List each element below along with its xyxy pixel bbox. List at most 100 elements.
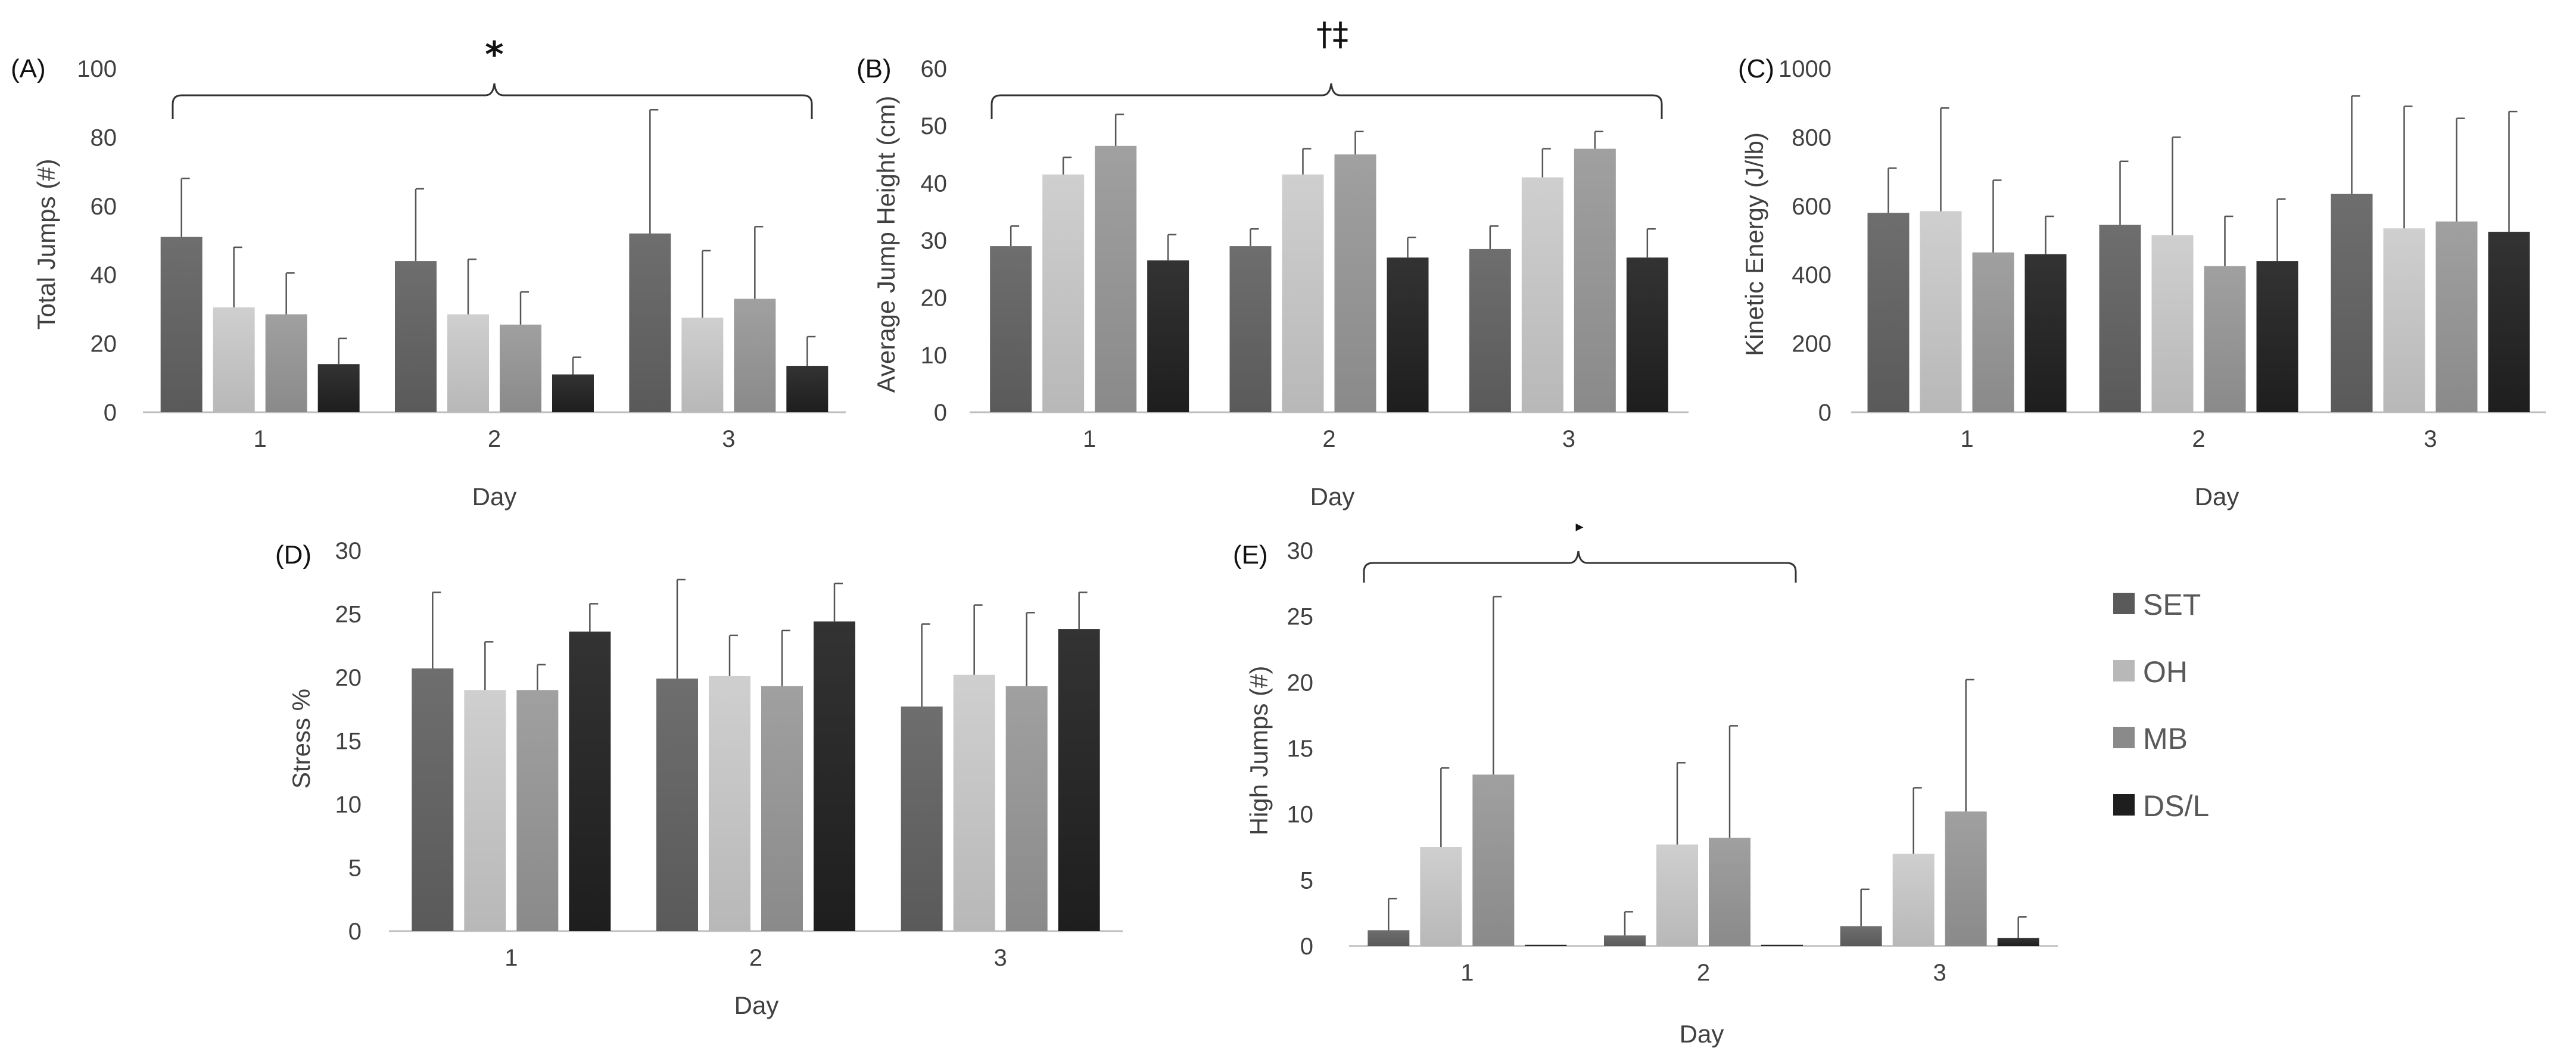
bar-set-day-3	[1840, 926, 1882, 946]
panel-label: (A)	[11, 54, 46, 83]
y-tick-label: 0	[1300, 933, 1313, 960]
bar-mb-day-2	[761, 686, 803, 931]
y-tick-label: 15	[335, 729, 362, 755]
bar-dsl-day-1	[569, 631, 611, 931]
bar-dsl-day-2	[814, 621, 855, 931]
legend-swatch	[2113, 660, 2135, 682]
bar-oh-day-2	[1656, 844, 1698, 946]
bar-dsl-day-3	[1997, 938, 2039, 946]
legend-item-mb: MB	[2113, 722, 2188, 755]
y-tick-label: 15	[1287, 736, 1314, 762]
bar-set-day-1	[412, 668, 454, 931]
y-tick-label: 10	[921, 343, 948, 369]
significance-annotation: *	[485, 34, 503, 76]
x-tick-label: 2	[749, 945, 762, 971]
x-tick-label: 3	[722, 426, 735, 452]
x-tick-label: 2	[2192, 426, 2205, 452]
bar-set-day-3	[1469, 248, 1511, 412]
bar-oh-day-1	[1420, 847, 1462, 946]
legend-item-dsl: DS/L	[2113, 789, 2209, 823]
panel-b-average-jump-height: (B) Average Jump Height (cm) Day †‡ 0 10 2…	[856, 15, 1689, 511]
significance-annotation: ▸	[1575, 518, 1583, 536]
panel-d-stress: (D) Stress % Day 0 5 10 15 20 25 30 1 2 3	[275, 538, 1123, 1019]
y-tick-label: 50	[921, 113, 948, 139]
y-tick-label: 20	[921, 285, 948, 312]
y-tick-label: 10	[1287, 802, 1314, 828]
bar-mb-day-3	[1574, 148, 1616, 412]
y-tick-label: 5	[348, 855, 362, 882]
bar-oh-day-3	[681, 318, 724, 412]
bar-oh-day-1	[213, 307, 255, 412]
y-tick-label: 0	[348, 919, 362, 945]
significance-bracket	[172, 83, 813, 119]
bar-dsl-day-2	[2256, 261, 2298, 412]
bar-mb-day-3	[1005, 686, 1048, 931]
y-tick-label: 5	[1300, 867, 1313, 894]
bar-mb-day-2	[1334, 154, 1376, 412]
bar-set-day-1	[160, 237, 203, 412]
x-tick-label: 1	[1460, 960, 1474, 986]
bar-set-day-1	[990, 246, 1032, 412]
bar-mb-day-3	[734, 298, 776, 412]
y-tick-label: 600	[1792, 194, 1831, 220]
bar-dsl-day-3	[786, 366, 828, 412]
y-tick-label: 800	[1792, 125, 1831, 151]
panel-label: (C)	[1738, 54, 1774, 83]
bar-oh-day-1	[1042, 174, 1085, 412]
panel-label: (E)	[1233, 540, 1268, 570]
panel-c-kinetic-energy: (C) Kinetic Energy (J/lb) Day 0 200 400 600…	[1738, 54, 2546, 511]
x-tick-label: 2	[1322, 426, 1335, 452]
y-tick-label: 80	[91, 125, 117, 151]
bar-set-day-2	[1604, 935, 1646, 946]
bar-oh-day-3	[1521, 177, 1563, 412]
y-tick-label: 25	[335, 602, 362, 628]
legend-swatch	[2113, 593, 2135, 614]
y-tick-label: 30	[1287, 538, 1314, 564]
bar-mb-day-1	[1095, 145, 1137, 412]
y-tick-label: 400	[1792, 262, 1831, 288]
bar-dsl-day-3	[1626, 257, 1668, 412]
bar-oh-day-2	[709, 676, 750, 931]
y-tick-label: 0	[104, 400, 117, 426]
y-tick-label: 30	[335, 538, 362, 564]
bar-dsl-day-2	[1761, 944, 1803, 946]
legend-swatch	[2113, 794, 2135, 816]
bar-mb-day-1	[1472, 774, 1515, 946]
legend-item-set: SET	[2113, 588, 2201, 621]
y-tick-label: 20	[335, 665, 362, 691]
bar-set-day-2	[656, 679, 698, 931]
y-tick-label: 200	[1792, 331, 1831, 357]
legend-label: OH	[2143, 655, 2188, 689]
bar-oh-day-3	[953, 674, 995, 931]
x-axis-title: Day	[1680, 1020, 1724, 1048]
x-tick-label: 1	[1960, 426, 1973, 452]
bar-set-day-2	[395, 261, 437, 412]
y-tick-label: 0	[934, 400, 947, 426]
significance-annotation: †‡	[1316, 15, 1348, 53]
bar-oh-day-3	[1892, 854, 1935, 946]
bar-mb-day-3	[1945, 811, 1987, 946]
bar-mb-day-2	[2204, 266, 2246, 412]
x-tick-label: 3	[1562, 426, 1575, 452]
bar-oh-day-1	[464, 690, 506, 931]
bar-dsl-day-3	[1058, 629, 1100, 931]
y-tick-label: 20	[91, 331, 117, 357]
bar-mb-day-1	[1972, 252, 2014, 412]
bar-dsl-day-1	[1147, 260, 1189, 412]
bar-set-day-3	[2331, 194, 2373, 412]
x-tick-label: 3	[994, 945, 1007, 971]
panel-label: (B)	[856, 54, 892, 83]
bar-oh-day-1	[1920, 211, 1962, 412]
bar-dsl-day-2	[1387, 257, 1429, 412]
y-tick-label: 40	[921, 170, 948, 197]
legend-item-oh: OH	[2113, 655, 2188, 689]
x-axis-title: Day	[734, 991, 779, 1019]
y-tick-label: 30	[921, 228, 948, 254]
bar-dsl-day-1	[317, 364, 360, 412]
bar-set-day-2	[1229, 246, 1272, 412]
x-tick-label: 3	[2424, 426, 2437, 452]
bar-oh-day-2	[2151, 235, 2194, 412]
bar-dsl-day-1	[1525, 944, 1567, 946]
y-axis-title: Average Jump Height (cm)	[872, 96, 900, 393]
